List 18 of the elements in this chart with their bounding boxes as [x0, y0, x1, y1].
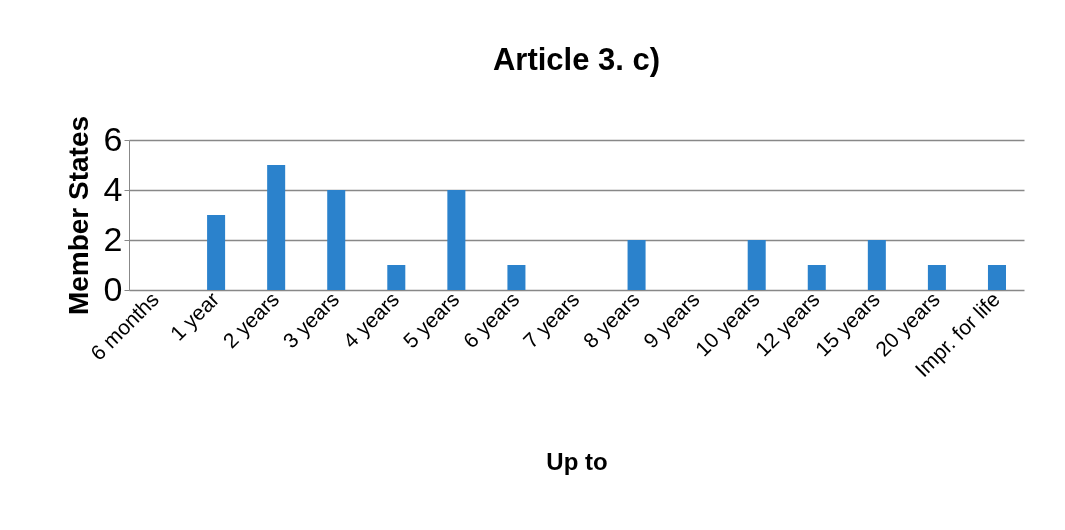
bar: [747, 240, 766, 290]
bar: [627, 240, 646, 290]
bar: [867, 240, 886, 290]
bar: [807, 265, 826, 290]
x-axis-title: Up to: [546, 448, 608, 476]
bar: [987, 265, 1006, 290]
y-tick-label: 2: [103, 219, 123, 258]
chart-title: Article 3. c): [492, 42, 661, 78]
bar: [327, 190, 346, 290]
bar: [447, 190, 466, 290]
y-tick-label: 6: [103, 119, 123, 158]
y-tick-label: 4: [103, 169, 123, 208]
bar: [267, 165, 286, 290]
bar: [927, 265, 946, 290]
y-axis-title: Member States: [62, 115, 94, 316]
bar: [207, 215, 226, 290]
bar: [507, 265, 526, 290]
bar: [387, 265, 406, 290]
